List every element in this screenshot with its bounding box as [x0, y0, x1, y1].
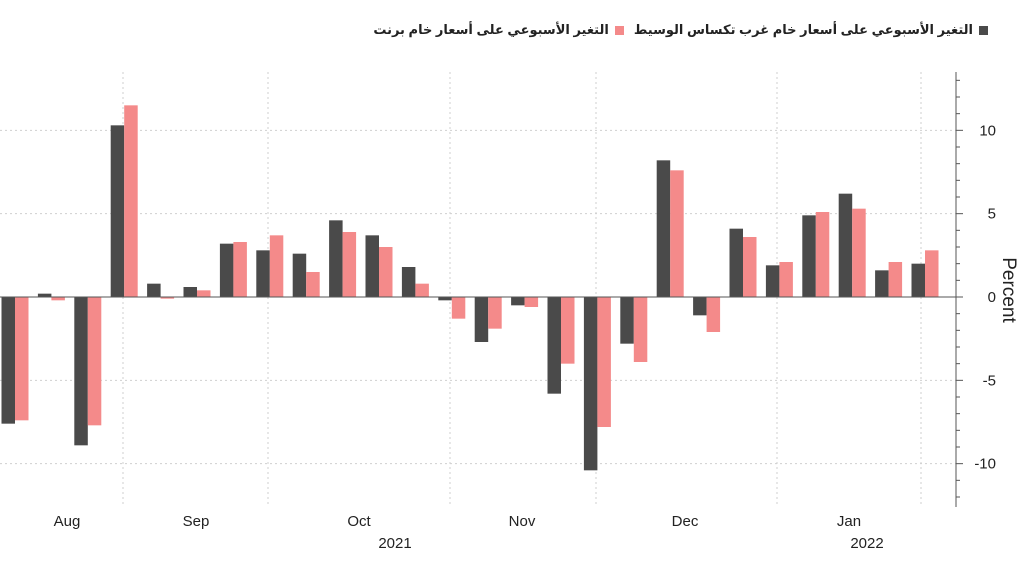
bar-brent	[415, 283, 429, 297]
bar-wti	[511, 297, 525, 306]
x-tick-label: Sep	[183, 513, 210, 530]
axes-group	[0, 72, 963, 507]
bar-brent	[51, 297, 65, 301]
bar-brent	[743, 237, 757, 297]
bar-brent	[379, 247, 393, 297]
bar-brent	[706, 297, 721, 332]
year-label: 2021	[378, 535, 411, 552]
year-label: 2022	[850, 535, 883, 552]
y-tick-label: 0	[988, 289, 996, 306]
bar-brent	[488, 297, 502, 329]
bar-wti	[1, 297, 15, 424]
bar-brent	[633, 297, 648, 362]
bar-wti	[292, 253, 307, 297]
x-tick-label: Nov	[509, 513, 536, 530]
bar-wti	[74, 297, 88, 446]
bar-wti	[474, 297, 489, 342]
bar-wti	[438, 297, 452, 301]
bar-wti	[838, 193, 853, 297]
bar-brent	[852, 208, 866, 297]
bar-brent	[87, 297, 102, 426]
bar-wti	[401, 267, 416, 297]
bar-brent	[197, 290, 211, 297]
bar-brent	[233, 242, 247, 297]
bar-brent	[15, 297, 29, 421]
bar-brent	[306, 272, 320, 297]
legend-label-brent: التغير الأسبوعي على أسعار خام برنت	[373, 22, 609, 37]
y-axis-label: Percent	[998, 257, 1019, 323]
bar-brent	[342, 232, 357, 297]
bar-wti	[547, 297, 561, 394]
bar-wti	[875, 270, 889, 297]
legend-swatch-wti	[979, 25, 988, 35]
bar-brent	[925, 250, 939, 297]
bar-wti	[583, 297, 598, 471]
bar-wti	[147, 283, 161, 297]
bar-brent	[597, 297, 611, 427]
chart-legend: التغير الأسبوعي على أسعار خام غرب تكساس …	[373, 22, 988, 38]
bar-wti	[219, 243, 234, 297]
bar-brent	[524, 297, 539, 307]
bar-brent	[269, 235, 284, 297]
y-tick-label: 5	[988, 206, 996, 223]
bar-wti	[183, 287, 197, 297]
bar-brent	[451, 297, 466, 319]
bar-wti	[729, 228, 743, 297]
bar-brent	[160, 297, 175, 299]
bar-wti	[37, 293, 52, 297]
x-tick-label: Jan	[837, 513, 861, 530]
bar-wti	[656, 160, 671, 297]
bar-wti	[693, 297, 707, 316]
bar-wti	[110, 125, 125, 297]
legend-item-brent: التغير الأسبوعي على أسعار خام برنت	[373, 22, 624, 38]
bar-brent	[670, 170, 684, 297]
legend-item-wti: التغير الأسبوعي على أسعار خام غرب تكساس …	[634, 22, 988, 38]
x-tick-label: Oct	[347, 513, 371, 530]
bar-brent	[779, 262, 793, 297]
bar-brent	[561, 297, 575, 364]
tick-labels-group: 10 5 0 -5 -10 Aug Sep Oct Nov Dec Jan 2021 2022 Perce…	[54, 122, 1019, 552]
legend-label-wti: التغير الأسبوعي على أسعار خام غرب تكساس …	[633, 22, 973, 37]
bar-wti	[256, 250, 270, 297]
y-tick-label: 10	[979, 122, 996, 139]
bar-wti	[802, 215, 816, 297]
bar-wti	[365, 235, 379, 297]
legend-swatch-brent	[614, 25, 624, 35]
bar-wti	[329, 220, 343, 297]
bar-wti	[765, 265, 780, 297]
y-tick-label: -5	[983, 372, 996, 389]
bar-brent	[888, 262, 903, 297]
bar-wti	[911, 263, 925, 297]
bars-group	[1, 105, 939, 471]
x-tick-label: Aug	[54, 513, 81, 530]
bar-wti	[620, 297, 634, 344]
x-tick-label: Dec	[672, 513, 699, 530]
y-tick-label: -10	[974, 456, 996, 473]
bar-brent	[124, 105, 138, 297]
bar-brent	[815, 212, 830, 297]
